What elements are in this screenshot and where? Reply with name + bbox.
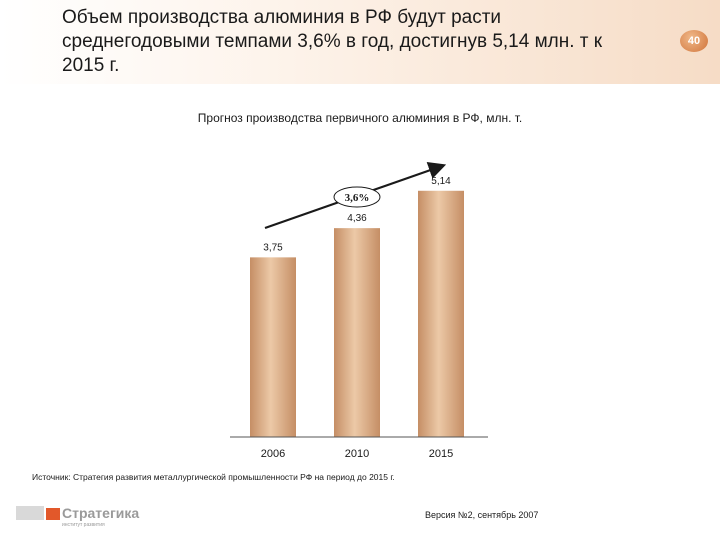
- category-label-2010: 2010: [345, 448, 369, 460]
- value-label-2006: 3,75: [263, 242, 283, 253]
- growth-annotation-label: 3,6%: [345, 192, 370, 204]
- company-logo: Стратегика институт развития: [16, 505, 139, 528]
- chart-title: Прогноз производства первичного алюминия…: [197, 111, 523, 125]
- growth-annotation-bubble: [333, 186, 381, 208]
- category-label-2015: 2015: [429, 448, 453, 460]
- value-label-2010: 4,36: [347, 213, 367, 224]
- bar-2015: [418, 190, 464, 437]
- category-label-2006: 2006: [261, 448, 285, 460]
- page-number-badge: 40: [680, 30, 708, 52]
- svg-text:институт развития: институт развития: [62, 522, 105, 528]
- bar-2006: [250, 257, 296, 437]
- version-label: Версия №2, сентябрь 2007: [425, 510, 539, 520]
- source-note: Источник: Стратегия развития металлургич…: [32, 472, 395, 482]
- bar-2010: [334, 228, 380, 437]
- value-label-2015: 5,14: [431, 176, 451, 187]
- svg-text:Стратегика: Стратегика: [62, 505, 139, 521]
- header-band: [0, 0, 720, 84]
- slide-title: Объем производства алюминия в РФ будут р…: [62, 7, 603, 76]
